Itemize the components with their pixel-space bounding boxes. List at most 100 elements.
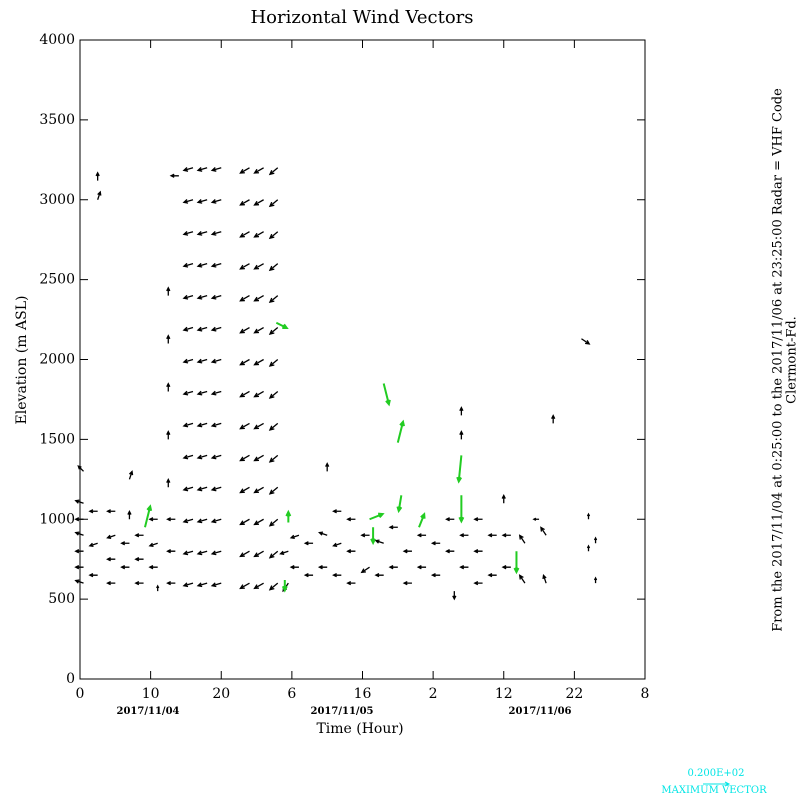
wind-vector <box>268 422 279 431</box>
wind-vector <box>268 199 279 208</box>
wind-vector <box>182 582 194 588</box>
date-label: 2017/11/05 <box>311 706 374 717</box>
wind-vector <box>275 321 289 329</box>
wind-vector <box>369 512 385 521</box>
wind-vector <box>166 549 176 554</box>
x-axis-label: Time (Hour) <box>316 721 403 737</box>
wind-vector <box>74 531 84 536</box>
y-tick-label: 0 <box>66 671 75 687</box>
wind-vector <box>501 533 511 538</box>
wind-vector <box>134 581 144 586</box>
wind-vector <box>253 550 264 558</box>
wind-vector <box>74 565 84 570</box>
wind-vector <box>134 557 144 562</box>
wind-vector <box>210 454 222 460</box>
wind-vector <box>253 199 264 206</box>
wind-vector <box>210 486 222 492</box>
x-tick-label: 10 <box>142 686 160 702</box>
wind-vector <box>74 517 84 522</box>
wind-vector <box>239 454 250 462</box>
wind-vector <box>196 422 208 428</box>
wind-vector <box>593 576 598 584</box>
wind-vector <box>239 390 250 398</box>
wind-vector <box>416 565 427 570</box>
wind-vector <box>445 549 455 554</box>
wind-vector <box>210 294 222 300</box>
wind-vector <box>239 263 250 270</box>
wind-vector <box>196 294 208 300</box>
wind-vector <box>196 390 208 396</box>
wind-vector <box>239 231 250 238</box>
wind-vector <box>318 531 328 536</box>
wind-vector <box>268 327 279 335</box>
wind-vector <box>445 517 455 522</box>
wind-vector <box>106 557 116 562</box>
wind-vector <box>182 454 194 460</box>
wind-vector <box>182 518 194 524</box>
y-tick-label: 3000 <box>39 192 75 208</box>
wind-vector <box>370 527 376 546</box>
wind-vector <box>182 422 194 428</box>
wind-vector <box>239 167 250 174</box>
wind-vector <box>239 326 250 334</box>
wind-vector <box>458 495 465 524</box>
wind-vector <box>487 533 497 538</box>
wind-vector <box>134 533 144 538</box>
wind-vector <box>452 591 457 601</box>
x-tick-label: 6 <box>287 686 296 702</box>
wind-vector <box>281 579 288 593</box>
wind-vector <box>196 167 208 172</box>
x-tick-label: 20 <box>212 686 230 702</box>
wind-vector <box>166 286 171 296</box>
wind-vector <box>196 199 208 204</box>
wind-vector <box>156 584 160 592</box>
wind-vector <box>268 295 279 304</box>
wind-vector <box>317 565 328 570</box>
wind-vector <box>303 541 314 546</box>
wind-vector <box>289 534 300 539</box>
wind-vector <box>239 582 250 590</box>
wind-vector <box>210 518 222 524</box>
wind-vector <box>196 358 208 364</box>
wind-vector <box>388 525 398 530</box>
wind-vector <box>513 551 520 575</box>
wind-vector <box>128 470 134 480</box>
wind-vector <box>346 581 356 586</box>
wind-vector <box>396 495 403 514</box>
wind-vector <box>210 262 222 268</box>
wind-vector <box>106 509 116 514</box>
max-vector-label: MAXIMUM VECTOR <box>661 785 767 796</box>
wind-vector <box>182 199 194 204</box>
wind-vector <box>196 582 208 588</box>
max-vector-value: 0.200E+02 <box>687 768 744 779</box>
wind-vector <box>268 454 279 463</box>
wind-vector <box>346 517 356 522</box>
wind-vector <box>268 263 279 272</box>
wind-vector <box>253 326 264 334</box>
wind-vector <box>88 509 98 514</box>
wind-vector <box>501 494 506 504</box>
wind-vector <box>253 295 264 302</box>
wind-vector <box>239 295 250 302</box>
wind-vector <box>210 326 222 332</box>
wind-vector <box>253 582 264 590</box>
chart-title: Horizontal Wind Vectors <box>250 7 473 28</box>
y-tick-label: 500 <box>48 591 75 607</box>
side-text: Clermont-Fd. <box>785 316 800 404</box>
wind-vector <box>586 512 591 520</box>
wind-vector <box>196 230 208 236</box>
wind-vector <box>196 326 208 332</box>
wind-vector <box>74 549 84 554</box>
wind-vector <box>210 167 222 172</box>
x-tick-label: 8 <box>641 686 650 702</box>
wind-vector <box>346 549 356 554</box>
wind-vector <box>182 294 194 300</box>
wind-vector <box>253 358 264 366</box>
y-tick-label: 4000 <box>39 32 75 48</box>
wind-vector <box>210 230 222 236</box>
date-label: 2017/11/06 <box>509 706 572 717</box>
wind-vector <box>332 509 342 514</box>
wind-vector <box>210 199 222 204</box>
wind-vector <box>268 486 279 495</box>
wind-vector <box>388 565 398 570</box>
